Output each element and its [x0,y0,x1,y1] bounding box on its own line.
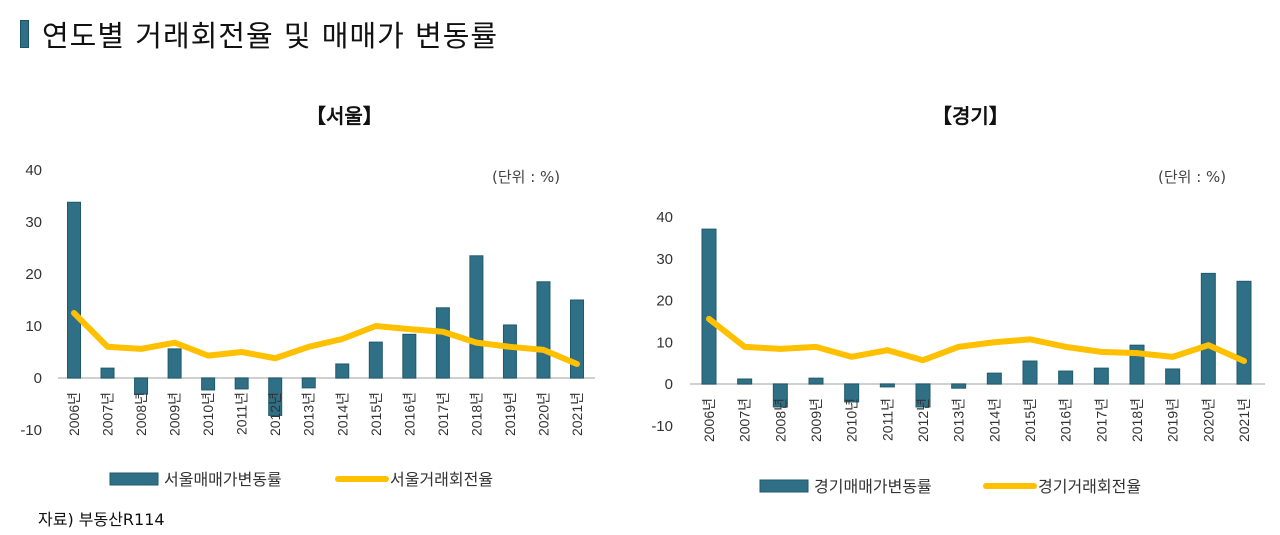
seoul-bar-2021년 [570,299,584,379]
gyeonggi-bar-2011년 [879,383,895,388]
gyeonggi-bar-2007년 [737,378,753,385]
gyeonggi-xtick-label: 2017년 [1093,398,1109,442]
seoul-ytick-label: 0 [34,370,42,387]
gyeonggi-bar-2006년 [701,228,717,385]
seoul-ytick-label: 40 [25,162,42,179]
seoul-xtick-label: 2008년 [133,392,149,436]
seoul-chart-title: 【서울】 [306,104,383,128]
gyeonggi-xtick-label: 2009년 [808,398,824,442]
seoul-ytick-label: 30 [25,214,42,231]
seoul-legend-line-label: 서울거래회전율 [390,470,493,489]
seoul-bar-2006년 [67,201,81,379]
seoul-xtick-label: 2020년 [535,392,551,436]
seoul-legend-bar-label: 서울매매가변동률 [164,470,282,489]
seoul-xtick-label: 2011년 [234,392,250,435]
seoul-ytick-label: -10 [20,422,42,439]
seoul-bar-2012년 [268,377,283,416]
seoul-xtick-label: 2009년 [167,392,183,436]
gyeonggi-ytick-label: 0 [665,376,673,393]
seoul-xtick-label: 2015년 [368,392,384,436]
gyeonggi-xtick-label: 2008년 [772,398,788,442]
gyeonggi-bar-2016년 [1058,370,1074,385]
seoul-xtick-label: 2013년 [301,392,317,436]
title-accent-bar [20,20,29,48]
gyeonggi-xtick-label: 2013년 [951,398,967,442]
seoul-xtick-label: 2016년 [401,392,417,436]
gyeonggi-bar-2021년 [1236,280,1252,385]
gyeonggi-ytick-label: 40 [656,209,673,226]
gyeonggi-ytick-label: 10 [656,334,673,351]
seoul-bar-2017년 [435,307,450,379]
seoul-bar-2008년 [134,377,149,395]
seoul-bar-2010년 [201,377,216,391]
seoul-xtick-label: 2006년 [66,392,82,436]
gyeonggi-legend-line-label: 경기거래회전율 [1038,477,1141,496]
seoul-xtick-label: 2010년 [200,392,216,436]
seoul-bar-2016년 [402,333,417,379]
seoul-bar-2018년 [469,255,484,379]
gyeonggi-xtick-label: 2010년 [844,398,860,442]
seoul-bar-2007년 [100,367,115,379]
seoul-xtick-label: 2018년 [468,392,484,436]
gyeonggi-ytick-label: 30 [656,251,673,268]
gyeonggi-xtick-label: 2012년 [915,398,931,442]
gyeonggi-bar-2010년 [844,383,860,403]
gyeonggi-xtick-label: 2018년 [1129,398,1145,442]
gyeonggi-xtick-label: 2016년 [1058,398,1074,442]
seoul-xtick-label: 2012년 [267,392,283,436]
gyeonggi-xtick-label: 2014년 [986,398,1002,442]
seoul-legend-bar-swatch [109,472,159,486]
seoul-xtick-label: 2019년 [502,392,518,436]
gyeonggi-legend-bar-swatch [759,479,809,493]
gyeonggi-bar-2020년 [1200,272,1216,385]
gyeonggi-bar-2014년 [986,372,1002,385]
gyeonggi-legend-bar-label: 경기매매가변동률 [814,477,932,496]
seoul-bar-2013년 [301,377,316,389]
gyeonggi-xtick-label: 2006년 [701,398,717,442]
gyeonggi-xtick-label: 2011년 [879,398,895,441]
seoul-bar-2011년 [234,377,249,390]
gyeonggi-xtick-label: 2021년 [1236,398,1252,442]
gyeonggi-unit-label: (단위 : %) [1158,168,1227,186]
gyeonggi-xtick-label: 2015년 [1022,398,1038,442]
gyeonggi-bar-2009년 [808,377,824,385]
seoul-xtick-label: 2017년 [435,392,451,436]
page-title-text: 연도별 거래회전율 및 매매가 변동률 [42,19,499,53]
gyeonggi-xtick-label: 2007년 [737,398,753,442]
gyeonggi-bar-2017년 [1093,367,1109,385]
gyeonggi-xtick-label: 2019년 [1165,398,1181,442]
seoul-unit-label: (단위 : %) [492,168,561,186]
seoul-bar-2014년 [335,363,350,379]
gyeonggi-bar-2008년 [772,383,788,408]
gyeonggi-xtick-label: 2020년 [1200,398,1216,442]
seoul-line-series [71,310,580,367]
source-note: 자료) 부동산R114 [38,510,165,529]
gyeonggi-ytick-label: -10 [651,418,673,435]
gyeonggi-ytick-label: 20 [656,293,673,310]
gyeonggi-bar-2015년 [1022,360,1038,385]
gyeonggi-line-series [706,315,1247,365]
seoul-bar-2019년 [502,324,517,379]
seoul-chart: 40 30 20 10 0 -10 2006년 2007년 2008년 2009년 2010년 201… [20,162,595,489]
seoul-xtick-label: 2021년 [569,392,585,436]
gyeonggi-bar-2013년 [951,383,967,389]
seoul-xtick-label: 2007년 [100,392,116,436]
seoul-xtick-label: 2014년 [334,392,350,436]
seoul-ytick-label: 10 [25,318,42,335]
gyeonggi-bar-2019년 [1165,368,1181,385]
seoul-bar-2015년 [368,341,383,379]
page-title: 연도별 거래회전율 및 매매가 변동률 [20,14,498,54]
seoul-ytick-label: 20 [25,266,42,283]
gyeonggi-chart-title: 【경기】 [932,104,1009,128]
gyeonggi-bar-2012년 [915,383,931,408]
seoul-bar-2009년 [167,348,182,379]
